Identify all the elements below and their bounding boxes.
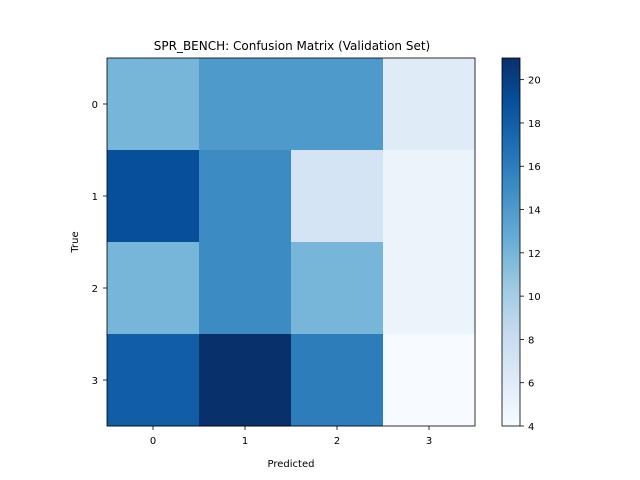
- colorbar: [501, 57, 521, 427]
- y-axis-label: True: [70, 231, 81, 253]
- x-axis-ticks: 0 1 2 3: [150, 426, 432, 447]
- heatmap-cells: [107, 58, 476, 427]
- colorbar-ticks: 4 6 8 10 12 14 16 18 20: [520, 76, 541, 433]
- heatmap-cell-3-1: [199, 334, 292, 427]
- heatmap-cell-3-3: [383, 334, 476, 427]
- y-tick-label: 3: [92, 376, 98, 387]
- heatmap-cell-0-1: [199, 58, 292, 151]
- colorbar-tick-label: 12: [528, 249, 541, 260]
- heatmap-cell-0-3: [383, 58, 476, 151]
- colorbar-tick-label: 4: [528, 422, 534, 433]
- y-tick-label: 1: [92, 192, 98, 203]
- y-tick-label: 2: [92, 284, 98, 295]
- colorbar-tick-label: 8: [528, 335, 534, 346]
- x-tick-label: 1: [242, 436, 248, 447]
- colorbar-tick-label: 18: [528, 119, 541, 130]
- colorbar-tick-label: 16: [528, 162, 541, 173]
- colorbar-tick-label: 6: [528, 379, 534, 390]
- y-axis-ticks: 0 1 2 3: [92, 100, 107, 387]
- x-tick-label: 3: [426, 436, 432, 447]
- x-tick-label: 0: [150, 436, 156, 447]
- heatmap-cell-3-0: [107, 334, 200, 427]
- heatmap-cell-1-3: [383, 150, 476, 243]
- plot-frame: [106, 57, 476, 427]
- heatmap-cell-2-1: [199, 242, 292, 335]
- colorbar-tick-label: 10: [528, 292, 541, 303]
- heatmap-cell-1-0: [107, 150, 200, 243]
- heatmap-cell-2-2: [291, 242, 384, 335]
- heatmap-cell-1-1: [199, 150, 292, 243]
- colorbar-tick-label: 20: [528, 76, 541, 87]
- colorbar-tick-label: 14: [528, 206, 541, 217]
- heatmap-cell-2-3: [383, 242, 476, 335]
- heatmap-cell-3-2: [291, 334, 384, 427]
- heatmap-cell-0-0: [107, 58, 200, 151]
- heatmap-cell-2-0: [107, 242, 200, 335]
- x-tick-label: 2: [334, 436, 340, 447]
- chart-title: SPR_BENCH: Confusion Matrix (Validation …: [154, 39, 430, 53]
- heatmap-cell-1-2: [291, 150, 384, 243]
- y-tick-label: 0: [92, 100, 98, 111]
- heatmap-cell-0-2: [291, 58, 384, 151]
- x-axis-label: Predicted: [268, 459, 315, 470]
